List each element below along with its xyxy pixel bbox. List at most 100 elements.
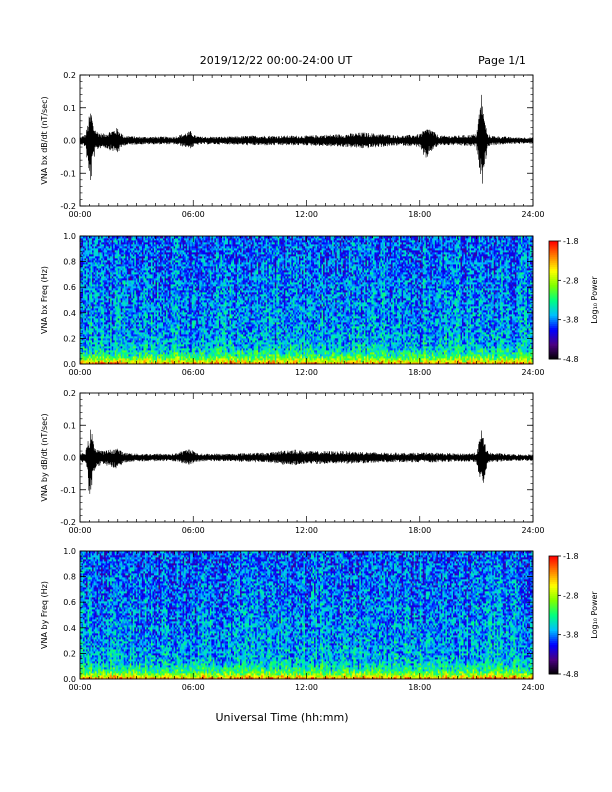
spectrogram-cell xyxy=(98,300,101,303)
spectrogram-cell xyxy=(122,296,125,299)
spectrogram-cell xyxy=(111,272,114,275)
spectrogram-cell xyxy=(116,308,119,311)
spectrogram-cell xyxy=(102,360,105,363)
spectrogram-cell xyxy=(107,352,110,355)
spectrogram-cell xyxy=(123,288,126,291)
spectrogram-cell xyxy=(120,272,123,275)
spectrogram-cell xyxy=(119,338,122,341)
spectrogram-cell xyxy=(80,350,82,353)
spectrogram-cell xyxy=(122,294,125,297)
spectrogram-cell xyxy=(119,350,122,353)
spectrogram-cell xyxy=(104,292,107,295)
spectrogram-cell xyxy=(92,318,94,321)
spectrogram-cell xyxy=(105,286,108,289)
spectrogram-cell xyxy=(84,236,87,239)
spectrogram-cell xyxy=(96,338,99,341)
spectrogram-cell xyxy=(102,308,105,311)
spectrogram-cell xyxy=(113,288,116,291)
spectrogram-cell xyxy=(119,280,122,283)
spectrogram-cell xyxy=(107,242,110,245)
spectrogram-cell xyxy=(86,282,88,285)
spectrogram-cell xyxy=(98,262,101,265)
spectrogram-cell xyxy=(80,360,82,363)
spectrogram-cell xyxy=(101,236,104,239)
spectrogram-cell xyxy=(101,342,104,345)
spectrogram-cell xyxy=(83,320,85,323)
spectrogram-cell xyxy=(99,336,102,339)
spectrogram-cell xyxy=(99,352,102,355)
spectrogram-cell xyxy=(92,314,94,317)
spectrogram-cell xyxy=(114,342,117,345)
spectrogram-cell xyxy=(107,290,110,293)
spectrogram-cell xyxy=(89,362,91,365)
spectrogram-cell xyxy=(101,264,104,267)
spectrogram-cell xyxy=(107,358,110,361)
spectrogram-cell xyxy=(93,326,96,329)
spectrogram-cell xyxy=(99,354,102,357)
spectrogram-cell xyxy=(86,274,88,277)
spectrogram-cell xyxy=(117,252,120,255)
spectrogram-cell xyxy=(101,266,104,269)
spectrogram-cell xyxy=(90,326,93,329)
spectrogram-cell xyxy=(105,278,108,281)
spectrogram-cell xyxy=(101,246,104,249)
spectrogram-cell xyxy=(120,344,123,347)
spectrogram-cell xyxy=(83,268,85,271)
spectrogram-cell xyxy=(89,312,91,315)
spectrogram-cell xyxy=(113,324,116,327)
spectrogram-cell xyxy=(93,256,96,259)
spectrogram-cell xyxy=(104,304,107,307)
spectrogram-cell xyxy=(123,320,126,323)
spectrogram-cell xyxy=(122,248,125,251)
spectrogram-cell xyxy=(113,250,116,253)
spectrogram-cell xyxy=(98,312,101,315)
spectrogram-cell xyxy=(98,252,101,255)
spectrogram-cell xyxy=(101,272,104,275)
y-axis-label: VNA bx dB/dt (nT/sec) xyxy=(40,96,49,184)
spectrogram-cell xyxy=(119,340,122,343)
spectrogram-cell xyxy=(122,278,125,281)
spectrogram-cell xyxy=(99,360,102,363)
spectrogram-cell xyxy=(87,240,90,243)
spectrogram-cell xyxy=(99,288,102,291)
spectrogram-cell xyxy=(89,348,91,351)
spectrogram-cell xyxy=(122,304,125,307)
spectrogram-cell xyxy=(113,342,116,345)
spectrogram-cell xyxy=(113,300,116,303)
spectrogram-cell xyxy=(120,276,123,279)
spectrogram-cell xyxy=(117,256,120,259)
spectrogram-cell xyxy=(119,284,122,287)
spectrogram-cell xyxy=(120,334,123,337)
spectrogram-cell xyxy=(107,310,110,313)
spectrogram-cell xyxy=(81,336,84,339)
x-tick-label: 18:00 xyxy=(408,210,431,219)
spectrogram-cell xyxy=(113,252,116,255)
spectrogram-cell xyxy=(89,344,91,347)
spectrogram-cell xyxy=(98,308,101,311)
spectrogram-cell xyxy=(98,282,101,285)
spectrogram-cell xyxy=(105,282,108,285)
spectrogram-cell xyxy=(80,312,82,315)
spectrogram-cell xyxy=(104,302,107,305)
spectrogram-cell xyxy=(125,318,128,321)
spectrogram-cell xyxy=(102,242,105,245)
spectrogram-cell xyxy=(104,258,107,261)
spectrogram-cell xyxy=(119,348,122,351)
spectrogram-cell xyxy=(119,288,122,291)
spectrogram-cell xyxy=(119,308,122,311)
spectrogram-cell xyxy=(81,272,84,275)
spectrogram-cell xyxy=(99,260,102,263)
spectrogram-cell xyxy=(93,358,96,361)
spectrogram-cell xyxy=(92,320,94,323)
spectrogram-cell xyxy=(123,290,126,293)
spectrogram-cell xyxy=(93,340,96,343)
spectrogram-cell xyxy=(120,340,123,343)
spectrogram-cell xyxy=(110,354,113,357)
spectrogram-cell xyxy=(101,300,104,303)
spectrogram-cell xyxy=(105,254,108,257)
spectrogram-cell xyxy=(86,308,88,311)
spectrogram-cell xyxy=(107,282,110,285)
spectrogram-cell xyxy=(83,336,85,339)
spectrogram-cell xyxy=(89,294,91,297)
spectrogram-cell xyxy=(96,322,99,325)
